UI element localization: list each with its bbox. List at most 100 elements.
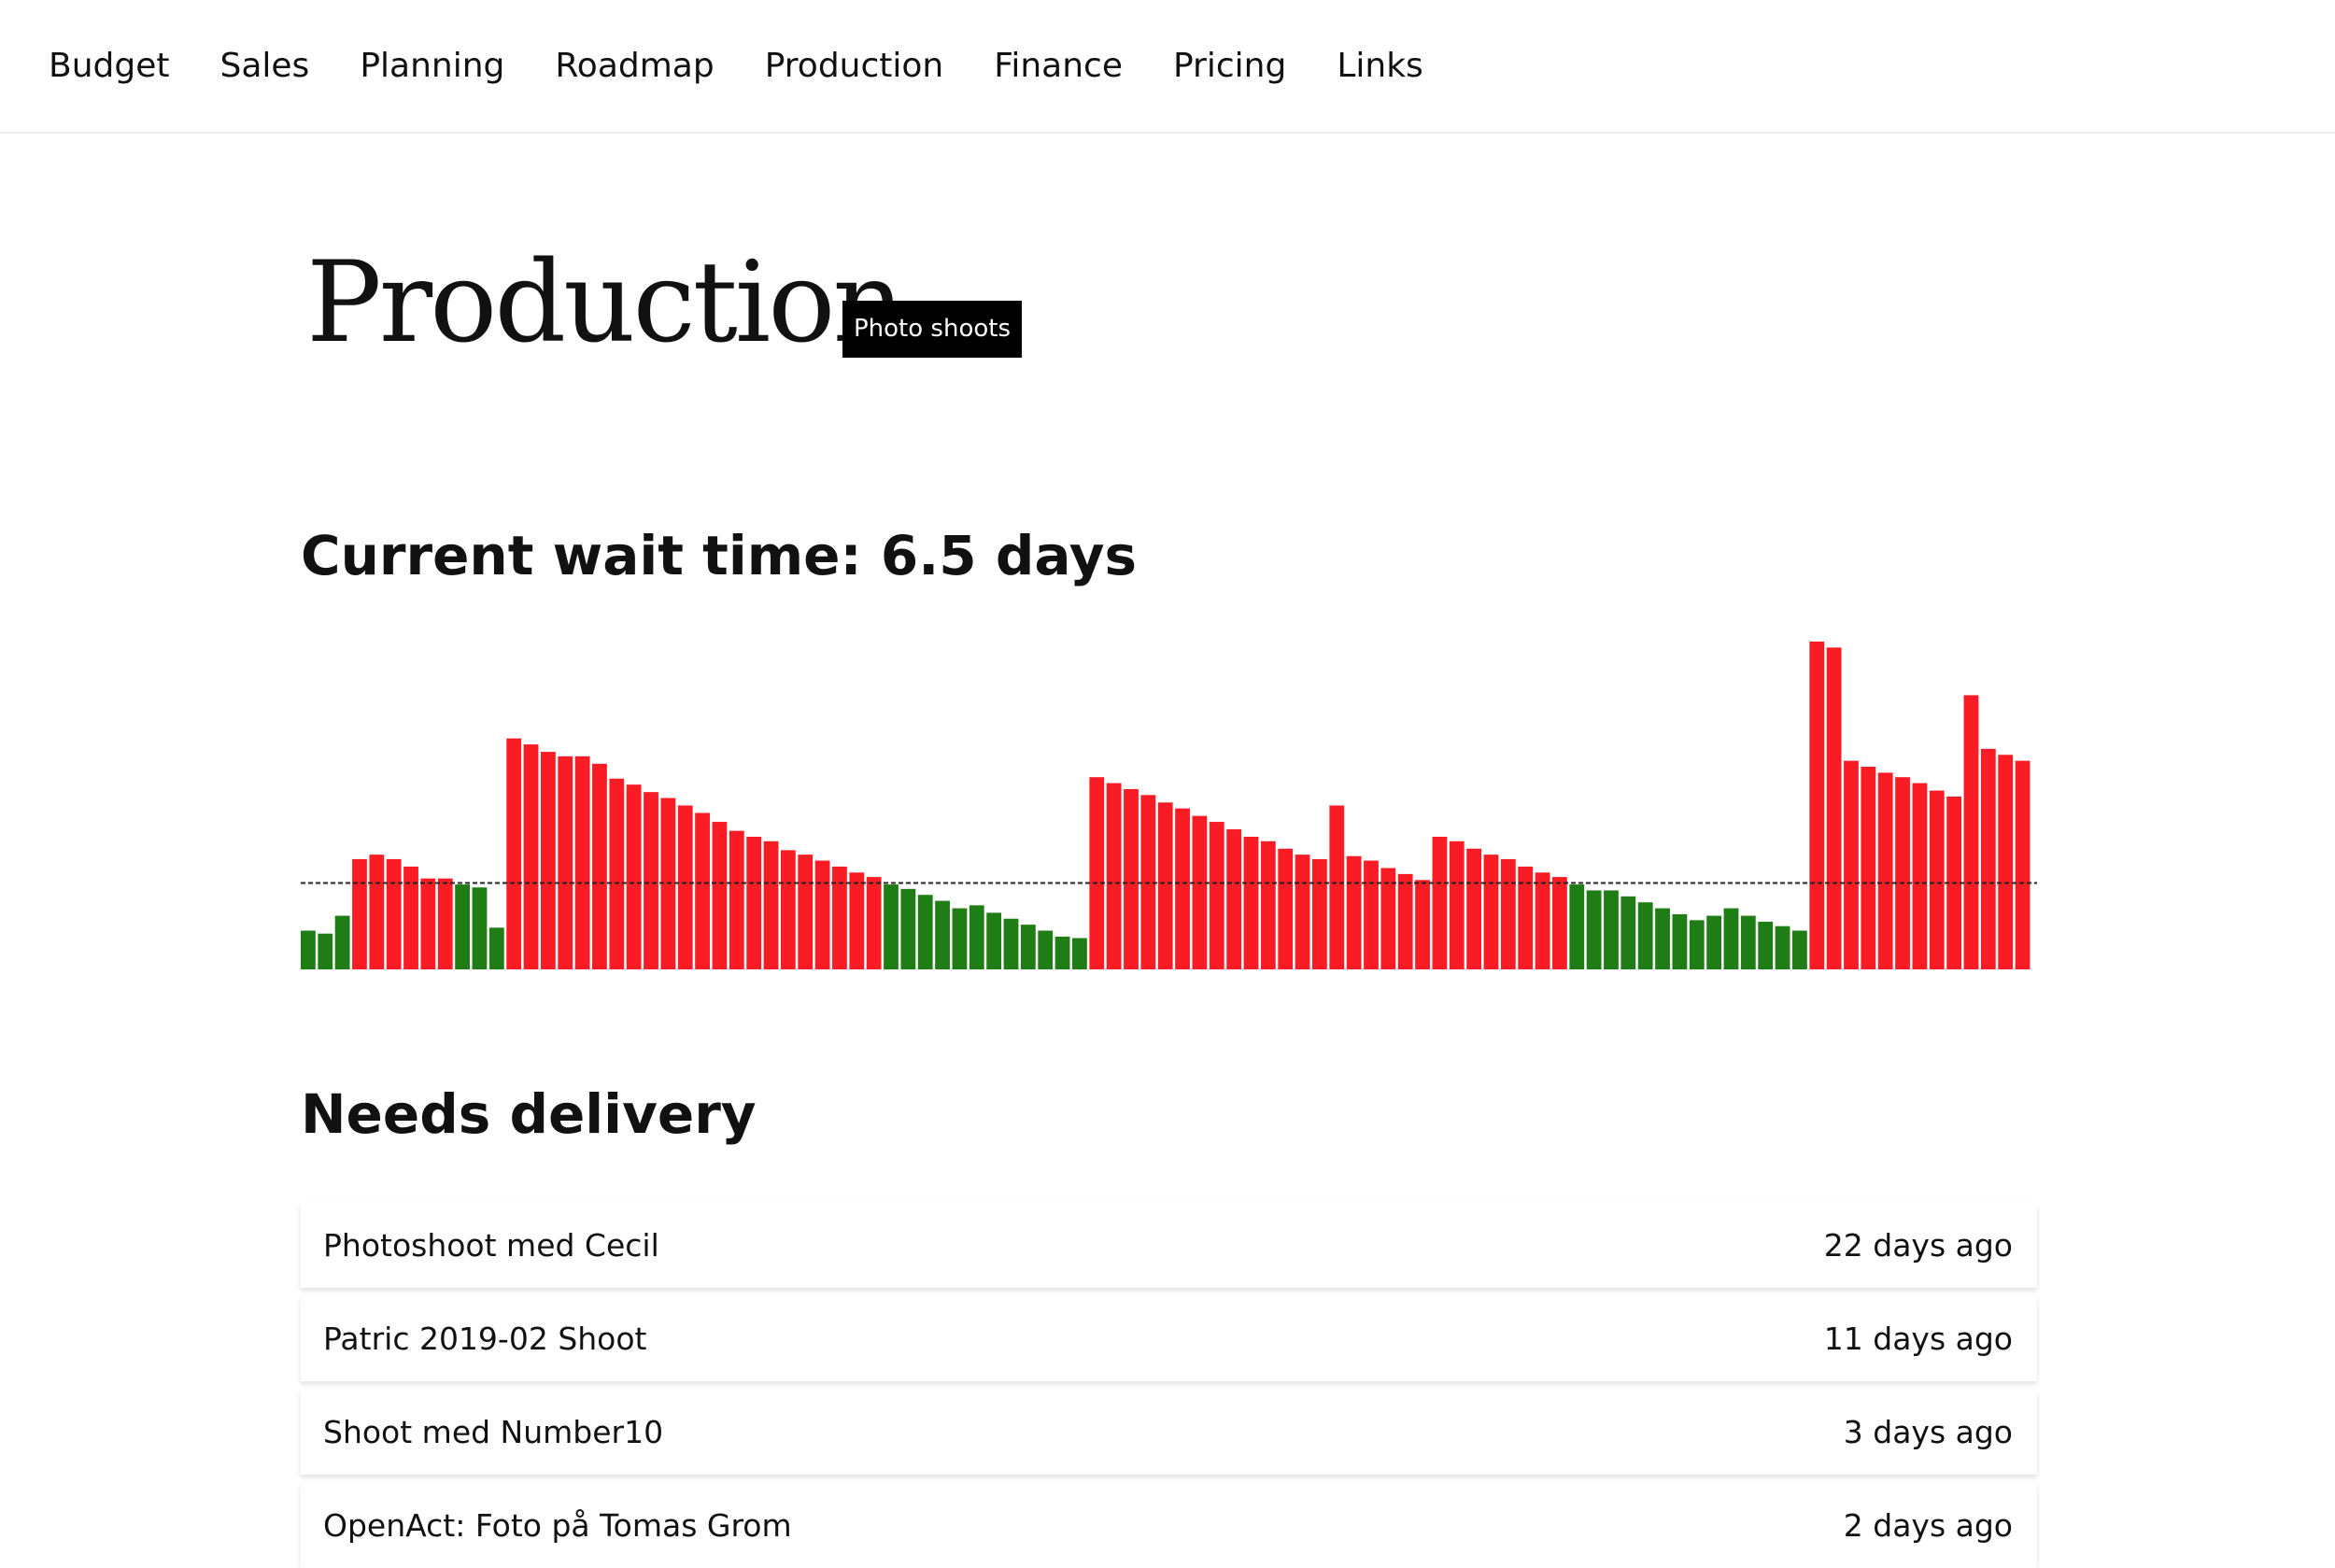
bar (488, 927, 504, 969)
bar (369, 855, 385, 969)
bar (574, 756, 590, 969)
bar (763, 841, 779, 969)
bar (1877, 772, 1893, 969)
bar (1655, 908, 1670, 969)
bar (523, 744, 539, 969)
bar (1500, 858, 1516, 969)
bar (969, 905, 984, 969)
bar (866, 877, 882, 969)
bar (352, 858, 367, 969)
deliveries-heading: Needs delivery (301, 1082, 757, 1146)
bar (712, 822, 728, 969)
bar (1980, 748, 1996, 969)
delivery-row[interactable]: Patric 2019-02 Shoot 11 days ago (301, 1296, 2037, 1381)
bar (1998, 755, 2014, 969)
bar (540, 752, 556, 969)
bar (437, 878, 453, 969)
nav-link[interactable]: Roadmap (555, 47, 715, 85)
bar (1003, 918, 1019, 969)
bar (849, 872, 865, 969)
bar (798, 855, 814, 969)
badge: Photo shoots (842, 301, 1022, 358)
bar (403, 866, 418, 969)
nav-link[interactable]: Sales (219, 47, 310, 85)
delivery-row[interactable]: OpenAct: Foto på Tomas Grom 2 days ago (301, 1483, 2037, 1568)
bar (455, 884, 470, 969)
bar (814, 860, 830, 969)
bar (592, 763, 607, 969)
bar (1157, 802, 1173, 969)
delivery-row[interactable]: Shoot med Number10 3 days ago (301, 1390, 2037, 1475)
bar (1483, 855, 1499, 969)
bar (917, 895, 933, 969)
wait-heading: Current wait time: 6.5 days (301, 524, 1138, 587)
bar (1929, 790, 1945, 969)
bar (1723, 908, 1739, 969)
nav-link[interactable]: Budget (49, 47, 170, 85)
bar (386, 858, 402, 969)
delivery-name: Shoot med Number10 (323, 1414, 664, 1450)
delivery-row[interactable]: Photoshoot med Cecil 22 days ago (301, 1203, 2037, 1288)
bar (695, 812, 710, 969)
nav-link[interactable]: Pricing (1172, 47, 1287, 85)
bar (1912, 783, 1928, 969)
nav-link[interactable]: Planning (360, 47, 505, 85)
delivery-name: OpenAct: Foto på Tomas Grom (323, 1507, 792, 1544)
bar (1106, 783, 1122, 969)
bar (1466, 848, 1482, 969)
nav-link[interactable]: Links (1337, 47, 1423, 85)
bar (1620, 896, 1636, 969)
bar (1861, 767, 1876, 969)
wait-chart (301, 642, 2037, 969)
bar (729, 830, 744, 969)
bar (420, 878, 436, 969)
bar (1038, 930, 1054, 969)
bar (1364, 860, 1379, 969)
nav-bar: Budget Sales Planning Roadmap Production Fina… (0, 0, 2335, 134)
bar (1637, 902, 1653, 969)
bar (1586, 890, 1602, 969)
bar (1243, 837, 1259, 969)
bar (1775, 925, 1790, 969)
bar (1346, 855, 1362, 969)
bar (1020, 925, 1036, 969)
bar (746, 837, 762, 969)
delivery-age: 2 days ago (1843, 1507, 2013, 1544)
bar (1397, 873, 1413, 969)
bar (1226, 829, 1242, 969)
bar (644, 792, 658, 969)
delivery-age: 11 days ago (1823, 1321, 2013, 1357)
bar (626, 784, 642, 969)
bar (1432, 837, 1448, 969)
bar (1792, 930, 1807, 969)
bar (1963, 695, 1979, 969)
bar (935, 900, 950, 969)
bar (1535, 872, 1550, 969)
bar (884, 884, 899, 969)
delivery-name: Photoshoot med Cecil (323, 1227, 659, 1264)
bar (1672, 913, 1688, 969)
bar (301, 930, 316, 969)
bar (1689, 920, 1705, 969)
bar (1706, 915, 1722, 969)
bar (609, 778, 625, 969)
bar (780, 850, 796, 969)
bar (1758, 921, 1774, 969)
page-title: Production (306, 238, 905, 368)
delivery-name: Patric 2019-02 Shoot (323, 1321, 647, 1357)
bar (1604, 890, 1619, 969)
bar (1380, 868, 1396, 969)
bar (1295, 855, 1310, 969)
bar (558, 756, 573, 969)
nav-link[interactable]: Finance (994, 47, 1123, 85)
bar (472, 887, 488, 969)
bar (832, 866, 847, 969)
bar (1809, 642, 1825, 969)
bar (2015, 760, 2031, 969)
bar (1415, 880, 1430, 969)
bar (1518, 866, 1534, 969)
nav-link[interactable]: Production (764, 47, 944, 85)
bar (1054, 936, 1070, 969)
bar (334, 915, 350, 969)
